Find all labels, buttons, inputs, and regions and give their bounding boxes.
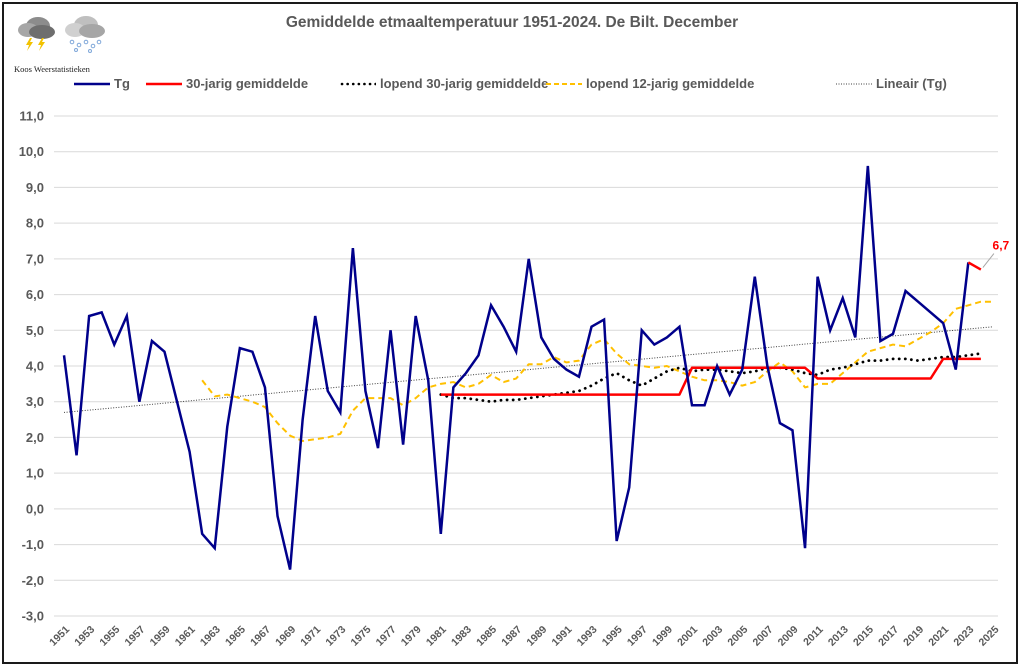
x-tick-label: 2001 xyxy=(675,624,700,649)
x-tick-label: 2023 xyxy=(951,624,976,649)
chart-title: Gemiddelde etmaaltemperatuur 1951-2024. … xyxy=(285,14,739,31)
y-tick-label: 8,0 xyxy=(26,216,44,231)
series-line-avg30 xyxy=(440,357,981,396)
y-tick-label: 5,0 xyxy=(26,323,44,338)
x-tick-label: 1951 xyxy=(47,624,72,649)
x-tick-label: 2021 xyxy=(926,624,951,649)
y-tick-label: 0,0 xyxy=(26,501,44,516)
x-tick-label: 1995 xyxy=(600,624,625,649)
y-tick-label: 2,0 xyxy=(26,430,44,445)
series-line-tg-last-segment xyxy=(967,261,982,271)
x-tick-label: 1965 xyxy=(223,624,248,649)
legend-label-trend: Lineair (Tg) xyxy=(876,76,947,91)
x-tick-label: 1999 xyxy=(650,624,675,649)
legend-item-avg30: 30-jarig gemiddelde xyxy=(146,76,308,91)
series-line-running12 xyxy=(201,300,994,442)
x-tick-label: 1953 xyxy=(72,624,97,649)
x-tick-label: 1955 xyxy=(97,624,122,649)
x-tick-label: 2019 xyxy=(901,624,926,649)
x-tick-label: 1961 xyxy=(173,624,198,649)
legend-item-running30: lopend 30-jarig gemiddelde xyxy=(340,76,548,91)
x-tick-label: 2009 xyxy=(776,624,801,649)
y-tick-label: 3,0 xyxy=(26,394,44,409)
x-tick-label: 1987 xyxy=(499,624,524,649)
x-tick-label: 1973 xyxy=(323,624,348,649)
x-tick-label: 2013 xyxy=(826,624,851,649)
x-tick-label: 1989 xyxy=(524,624,549,649)
annotation-leader-line xyxy=(982,253,995,268)
series-line-running30 xyxy=(439,352,983,404)
x-tick-label: 1981 xyxy=(424,624,449,649)
y-tick-label: -2,0 xyxy=(22,573,44,588)
x-tick-label: 1967 xyxy=(248,624,273,649)
y-axis-ticks: 11,0 10,0 9,0 8,0 7,0 6,0 5,0 4,0 3,0 2,0 1,0 0,0 -1… xyxy=(19,109,44,624)
x-tick-label: 2015 xyxy=(851,624,876,649)
legend-item-running12: lopend 12-jarig gemiddelde xyxy=(546,76,754,91)
y-tick-label: 7,0 xyxy=(26,251,44,266)
x-tick-label: 2007 xyxy=(750,624,775,649)
legend-label-running30: lopend 30-jarig gemiddelde xyxy=(380,76,549,91)
y-tick-label: 4,0 xyxy=(26,359,44,374)
x-tick-label: 1969 xyxy=(273,624,298,649)
x-tick-label: 2003 xyxy=(700,624,725,649)
x-tick-label: 1959 xyxy=(148,624,173,649)
brand-label: Koos Weerstatistieken xyxy=(14,64,90,74)
series-layer xyxy=(62,165,994,570)
y-tick-label: -1,0 xyxy=(22,537,44,552)
y-tick-label: -3,0 xyxy=(22,609,44,624)
x-axis-ticks: 1951 1953 1955 1957 1959 1961 1963 1965 1967 1969… xyxy=(47,624,1002,649)
x-tick-label: 1963 xyxy=(198,624,223,649)
legend-item-tg: Tg xyxy=(74,76,130,91)
x-tick-label: 2025 xyxy=(977,624,1002,649)
x-tick-label: 2011 xyxy=(801,624,826,649)
y-tick-label: 1,0 xyxy=(26,466,44,481)
x-tick-label: 1993 xyxy=(575,624,600,649)
x-tick-label: 1979 xyxy=(399,624,424,649)
thunderstorm-cloud-icon xyxy=(16,12,58,59)
series-line-tg xyxy=(62,165,970,570)
annotation-label: 6,7 xyxy=(993,239,1010,253)
x-tick-label: 1983 xyxy=(449,624,474,649)
x-tick-label: 1971 xyxy=(298,624,323,649)
legend-label-running12: lopend 12-jarig gemiddelde xyxy=(586,76,755,91)
x-tick-label: 1977 xyxy=(374,624,399,649)
x-tick-label: 2005 xyxy=(725,624,750,649)
x-tick-label: 1975 xyxy=(349,624,374,649)
legend-label-tg: Tg xyxy=(114,76,130,91)
y-tick-label: 11,0 xyxy=(19,109,44,124)
y-tick-label: 6,0 xyxy=(26,287,44,302)
series-line-trend xyxy=(63,326,994,413)
x-tick-label: 1997 xyxy=(625,624,650,649)
legend-label-avg30: 30-jarig gemiddelde xyxy=(186,76,309,91)
y-tick-label: 10,0 xyxy=(19,144,44,159)
snow-cloud-icon xyxy=(62,12,108,59)
x-tick-label: 1985 xyxy=(474,624,499,649)
legend-item-trend: Lineair (Tg) xyxy=(836,76,947,91)
gridlines xyxy=(54,115,998,617)
x-tick-label: 1991 xyxy=(550,624,575,649)
x-tick-label: 1957 xyxy=(122,624,147,649)
x-tick-label: 2017 xyxy=(876,624,901,649)
y-tick-label: 9,0 xyxy=(26,180,44,195)
annotations: 6,7 xyxy=(982,239,1010,268)
